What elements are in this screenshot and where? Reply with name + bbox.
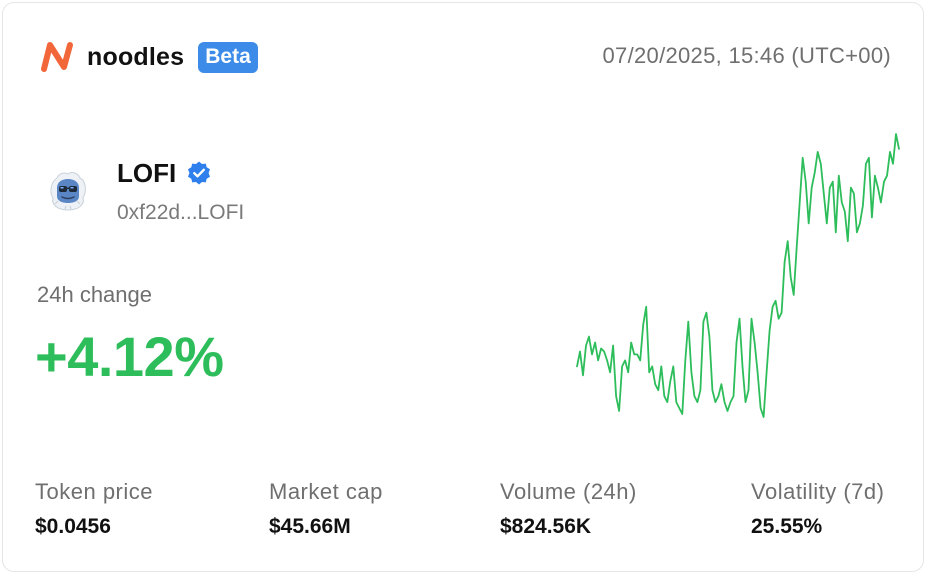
sparkline-series-line — [576, 133, 900, 418]
stat-label: Market cap — [269, 479, 383, 504]
stat-label: Volatility (7d) — [751, 479, 885, 504]
brand-name: noodles — [87, 42, 185, 71]
stat-value: $824.56K — [500, 515, 592, 538]
timestamp: 07/20/2025, 15:46 (UTC+00) — [602, 43, 891, 68]
noodles-logo-icon — [39, 39, 75, 75]
token-address: 0xf22d...LOFI — [117, 201, 245, 224]
stat-token-price: Token price $0.0456 — [35, 479, 153, 539]
beta-badge: Beta — [198, 41, 258, 73]
brand: noodles Beta — [39, 39, 258, 75]
stat-market-cap: Market cap $45.66M — [269, 479, 383, 539]
verified-badge-icon — [186, 160, 212, 186]
stat-volatility-7d: Volatility (7d) 25.55% — [751, 479, 884, 539]
stat-value: $45.66M — [269, 515, 351, 538]
price-sparkline-chart — [576, 133, 900, 418]
token-name: LOFI — [117, 157, 177, 188]
stat-value: $0.0456 — [35, 515, 111, 538]
token-name-row: LOFI — [117, 155, 212, 191]
stat-volume-24h: Volume (24h) $824.56K — [500, 479, 637, 539]
change-value: +4.12% — [35, 325, 224, 388]
stat-label: Token price — [35, 479, 154, 504]
change-label: 24h change — [37, 282, 152, 307]
stat-value: 25.55% — [751, 515, 823, 538]
lofi-yeti-avatar-icon — [45, 168, 91, 214]
stat-label: Volume (24h) — [500, 479, 637, 504]
